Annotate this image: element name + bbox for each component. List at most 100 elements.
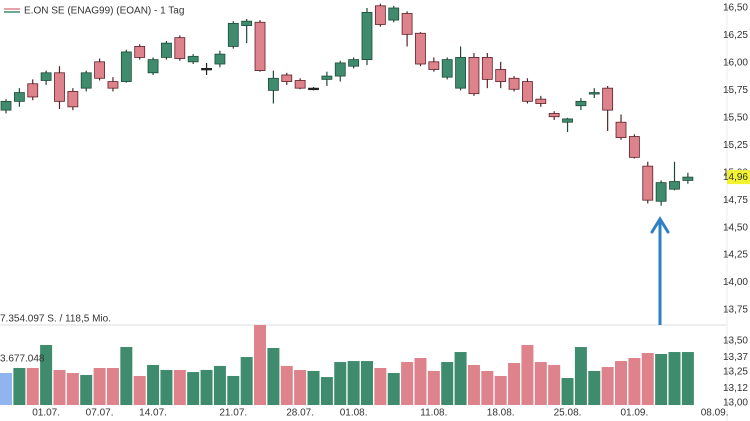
candle-body <box>522 81 533 102</box>
x-tick-label: 01.07. <box>32 408 60 419</box>
volume-bar <box>481 370 494 405</box>
y-tick-label: 14,25 <box>723 250 748 261</box>
volume-bar <box>588 370 601 405</box>
candle-body <box>441 59 453 78</box>
candle-body <box>401 13 413 35</box>
volume-bar <box>294 369 307 405</box>
y2-tick-label: 13,12 <box>723 383 748 394</box>
candle-body <box>267 77 279 91</box>
candle-body <box>134 46 146 58</box>
candle-body <box>13 92 25 102</box>
volume-bar <box>133 375 146 405</box>
candle-body <box>682 176 694 181</box>
volume-bar <box>441 362 454 405</box>
candle-body <box>642 165 654 201</box>
volume-bar <box>254 325 267 405</box>
candle-body <box>281 74 293 82</box>
arrow-head <box>650 216 670 234</box>
volume-bar <box>80 374 93 405</box>
volume-bar <box>534 362 547 405</box>
volume-bar <box>467 364 480 405</box>
candle-body <box>241 20 253 26</box>
candle-body <box>227 22 239 47</box>
y-tick-label: 15,75 <box>723 85 748 96</box>
candle-body <box>147 59 159 74</box>
volume-bar <box>40 344 53 405</box>
price-tag <box>727 170 750 185</box>
candle-body <box>495 69 507 82</box>
volume-bar <box>280 365 293 405</box>
candle-body <box>161 42 172 58</box>
volume-bar <box>414 358 427 405</box>
volume-bar <box>574 347 587 405</box>
y-tick-label: 13,75 <box>723 305 748 316</box>
y2-tick-label: 13,00 <box>723 398 748 409</box>
candle-body <box>575 100 587 107</box>
x-tick-label: 25.08. <box>554 408 582 419</box>
candle-body <box>294 80 306 89</box>
candle-body <box>120 51 132 82</box>
candle-body <box>481 57 493 80</box>
volume-bar <box>240 357 253 405</box>
volume-bar <box>508 363 521 405</box>
candle-body <box>669 181 680 190</box>
volume-bar <box>360 361 373 405</box>
volume-bar <box>494 375 507 405</box>
volume-bar <box>93 368 106 405</box>
candle-body <box>54 72 65 102</box>
candle-body <box>94 61 105 79</box>
volume-bar <box>401 362 414 405</box>
x-tick-label: 14.07. <box>139 408 167 419</box>
x-tick-label: 21.07. <box>219 408 247 419</box>
candle-body <box>0 100 12 111</box>
candle-body <box>588 92 600 95</box>
candle-body <box>388 7 400 21</box>
volume-tick-label: 3.677.048 <box>0 354 45 365</box>
candle-body <box>27 83 39 98</box>
volume-bar <box>615 361 628 405</box>
candle-body <box>535 98 547 104</box>
candle-body <box>468 57 480 95</box>
candle-body <box>562 118 573 123</box>
x-tick-label: 01.08. <box>340 408 368 419</box>
candle-body <box>455 57 466 89</box>
candle-body <box>334 62 346 77</box>
volume-bar <box>147 364 160 405</box>
candle-body <box>374 5 386 25</box>
volume-bar <box>548 364 561 405</box>
volume-bar <box>213 365 226 405</box>
volume-bar <box>66 373 79 405</box>
volume-bar <box>13 368 26 405</box>
y-tick-label: 14,50 <box>723 222 748 233</box>
y-tick-label: 16,50 <box>723 3 748 14</box>
volume-bar <box>334 362 347 405</box>
volume-bar <box>173 369 186 405</box>
candle-body <box>628 136 640 158</box>
volume-bar <box>0 373 12 405</box>
y2-tick-label: 13,37 <box>723 352 748 363</box>
volume-bar <box>307 370 320 405</box>
candle-body <box>308 87 319 91</box>
volume-bar <box>160 369 173 405</box>
chart-title: E.ON SE (ENAG99) (EOAN) - 1 Tag <box>24 6 184 17</box>
candle-body <box>321 75 333 80</box>
y2-tick-label: 13,50 <box>723 336 748 347</box>
volume-bar <box>628 358 641 405</box>
candle-body <box>655 182 667 202</box>
y2-tick-label: 13,25 <box>723 367 748 378</box>
x-tick-label: 18.08. <box>487 408 515 419</box>
volume-bar <box>187 372 200 405</box>
candle-body <box>201 68 212 71</box>
x-tick-label: 01.09. <box>620 408 648 419</box>
candle-body <box>214 53 226 65</box>
candle-body <box>602 87 614 111</box>
volume-bar <box>26 368 39 405</box>
volume-bar <box>427 370 440 405</box>
candle-body <box>107 81 119 89</box>
volume-tick-label: 7.354.097 S. / 118,5 Mio. <box>0 314 111 325</box>
price-tag-label: 14,96 <box>723 172 748 183</box>
y-tick-label: 14,75 <box>723 195 748 206</box>
volume-bar <box>681 352 694 405</box>
candle-body <box>40 72 52 81</box>
